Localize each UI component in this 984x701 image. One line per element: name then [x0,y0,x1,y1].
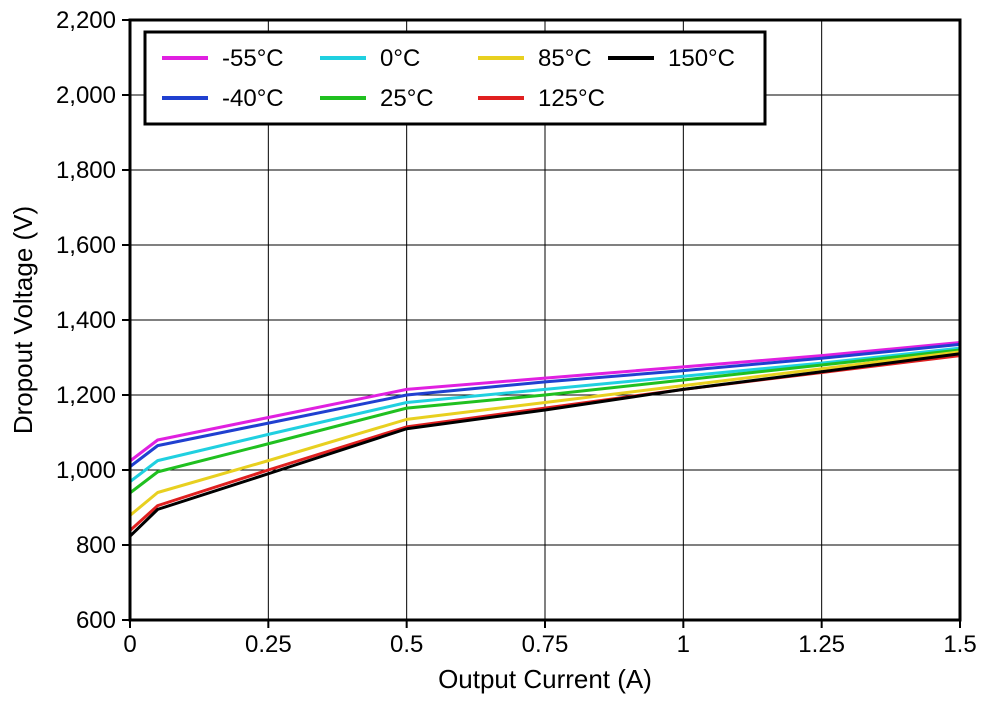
x-tick-label: 1.5 [943,631,976,658]
legend-label: 125°C [538,85,605,112]
y-tick-label: 1,600 [56,232,116,259]
legend-label: -40°C [222,85,284,112]
x-tick-label: 1.25 [798,631,845,658]
y-tick-label: 1,200 [56,382,116,409]
y-tick-label: 1,800 [56,157,116,184]
legend-label: 85°C [538,45,592,72]
y-tick-label: 600 [76,607,116,634]
y-axis-label: Dropout Voltage (V) [8,206,38,434]
chart-container: 0 0.25 0.5 0.75 1 1.25 1.5 600 800 1,000 1,200 1,40… [0,0,984,701]
chart-svg: 0 0.25 0.5 0.75 1 1.25 1.5 600 800 1,000 1,200 1,40… [0,0,984,701]
x-tick-label: 0.5 [390,631,423,658]
legend-label: -55°C [222,45,284,72]
legend-label: 25°C [380,85,434,112]
x-tick-label: 1 [677,631,690,658]
x-axis-label: Output Current (A) [438,664,652,694]
x-tick-label: 0.75 [522,631,569,658]
y-tick-label: 2,200 [56,7,116,34]
y-tick-label: 1,400 [56,307,116,334]
legend-label: 150°C [668,45,735,72]
y-tick-label: 1,000 [56,457,116,484]
y-tick-label: 800 [76,532,116,559]
y-tick-label: 2,000 [56,82,116,109]
x-tick-label: 0.25 [245,631,292,658]
legend-label: 0°C [380,45,420,72]
x-tick-label: 0 [123,631,136,658]
